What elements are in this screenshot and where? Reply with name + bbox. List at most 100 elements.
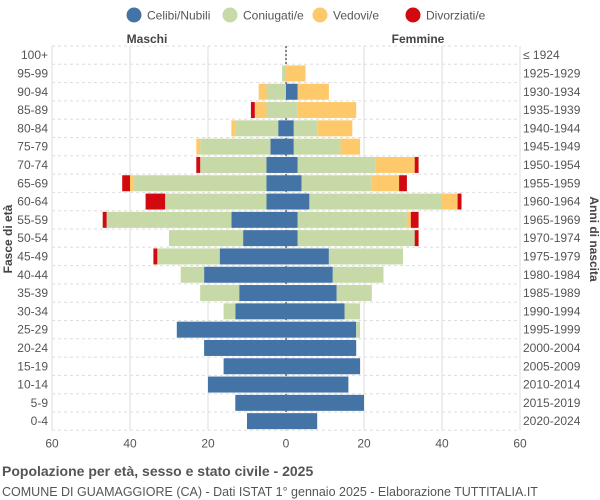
age-group-label: 95-99: [17, 66, 48, 80]
age-group-label: 70-74: [17, 158, 48, 172]
x-tick-label: 60: [513, 436, 527, 450]
bar-female-divorced: [399, 175, 407, 192]
age-group-label: 35-39: [17, 286, 48, 300]
legend-marker-single: [126, 7, 142, 23]
bar-female-divorced: [414, 156, 419, 173]
bar-male-widowed: [130, 175, 134, 192]
bar-female-single: [286, 321, 357, 338]
bar-female-widowed: [297, 83, 329, 100]
bar-female-married: [344, 303, 361, 320]
bar-male-widowed: [196, 138, 201, 155]
age-group-label: 75-79: [17, 140, 48, 154]
birth-year-label: 1990-1994: [523, 304, 581, 318]
age-group-label: 90-94: [17, 85, 48, 99]
legend-label-divorced: Divorziati/e: [426, 9, 486, 23]
bar-male-married: [200, 156, 267, 173]
bar-male-single: [235, 303, 286, 320]
age-group-label: 60-64: [17, 195, 48, 209]
bar-female-single: [286, 156, 298, 173]
bar-male-single: [204, 339, 286, 356]
birth-year-label: 1930-1934: [523, 85, 581, 99]
bar-female-divorced: [414, 230, 419, 247]
chart-subtitle: COMUNE DI GUAMAGGIORE (CA) - Dati ISTAT …: [2, 485, 538, 499]
birth-year-label: 1980-1984: [523, 268, 581, 282]
bar-male-married: [200, 138, 271, 155]
birth-year-label: 1970-1974: [523, 231, 581, 245]
bar-female-single: [286, 193, 310, 210]
bar-female-married: [286, 102, 298, 119]
legend: Celibi/Nubili Coniugati/e Vedovi/e Divorzia…: [126, 7, 486, 23]
bar-male-single: [239, 285, 286, 302]
bar-female-divorced: [410, 211, 419, 228]
bar-male-married: [169, 230, 244, 247]
age-group-label: 30-34: [17, 304, 48, 318]
birth-year-label: 1975-1979: [523, 249, 581, 263]
bar-male-married: [266, 83, 286, 100]
age-group-label: 85-89: [17, 103, 48, 117]
bar-male-single: [278, 120, 286, 137]
bar-female-married: [332, 266, 384, 283]
bar-female-single: [286, 285, 337, 302]
bar-female-married: [297, 211, 407, 228]
bar-female-widowed: [375, 156, 415, 173]
birth-year-label: 1955-1959: [523, 176, 581, 190]
bar-male-single: [176, 321, 286, 338]
bar-male-single: [223, 358, 286, 375]
bar-male-single: [243, 230, 286, 247]
labels: 60 40 20 0 20 40 60 100+ ≤ 1924 95-99 1925-1929 90-…: [17, 48, 580, 450]
birth-year-label: 1960-1964: [523, 195, 581, 209]
bar-female-single: [286, 303, 345, 320]
bar-female-single: [286, 120, 294, 137]
bar-male-single: [231, 211, 286, 228]
bar-female-married: [297, 230, 415, 247]
age-group-label: 55-59: [17, 213, 48, 227]
males-label: Maschi: [127, 32, 168, 46]
bar-female-married: [297, 156, 376, 173]
age-group-label: 50-54: [17, 231, 48, 245]
bar-female-married: [293, 120, 318, 137]
legend-label-widowed: Vedovi/e: [333, 9, 379, 23]
bar-female-married: [356, 321, 361, 338]
age-group-label: 65-69: [17, 176, 48, 190]
bar-male-single: [266, 156, 286, 173]
age-group-label: 15-19: [17, 359, 48, 373]
bar-male-divorced: [122, 175, 130, 192]
x-tick-label: 20: [357, 436, 371, 450]
x-tick-label: 60: [45, 436, 59, 450]
bar-male-married: [282, 65, 286, 82]
birth-year-label: 1925-1929: [523, 66, 581, 80]
birth-year-label: 2015-2019: [523, 396, 581, 410]
bar-female-married: [301, 175, 372, 192]
bar-male-single: [204, 266, 286, 283]
bar-male-single: [219, 248, 286, 265]
bar-female-married: [309, 193, 442, 210]
age-group-label: 40-44: [17, 268, 48, 282]
bar-male-single: [266, 175, 286, 192]
bar-female-single: [286, 376, 349, 393]
x-tick-label: 0: [283, 436, 290, 450]
bar-female-married: [328, 248, 403, 265]
legend-label-married: Coniugati/e: [243, 9, 304, 23]
birth-year-label: 1940-1944: [523, 121, 581, 135]
bar-female-single: [286, 266, 333, 283]
bar-male-single: [208, 376, 286, 393]
bar-female-widowed: [340, 138, 361, 155]
bar-female-widowed: [317, 120, 353, 137]
bar-male-divorced: [196, 156, 201, 173]
bar-male-divorced: [102, 211, 107, 228]
bar-female-single: [286, 138, 294, 155]
bar-female-widowed: [371, 175, 400, 192]
bars: [102, 65, 462, 430]
birth-year-label: 2010-2014: [523, 378, 581, 392]
bar-female-single: [286, 339, 357, 356]
age-group-label: 45-49: [17, 249, 48, 263]
bar-female-single: [286, 230, 298, 247]
bar-male-divorced: [145, 193, 166, 210]
birth-year-label: 2000-2004: [523, 341, 581, 355]
birth-year-label: 1995-1999: [523, 323, 581, 337]
bar-male-single: [270, 138, 286, 155]
y-axis-right-title: Anni di nascita: [587, 196, 600, 282]
bar-female-widowed: [286, 65, 306, 82]
bar-male-widowed: [254, 102, 267, 119]
